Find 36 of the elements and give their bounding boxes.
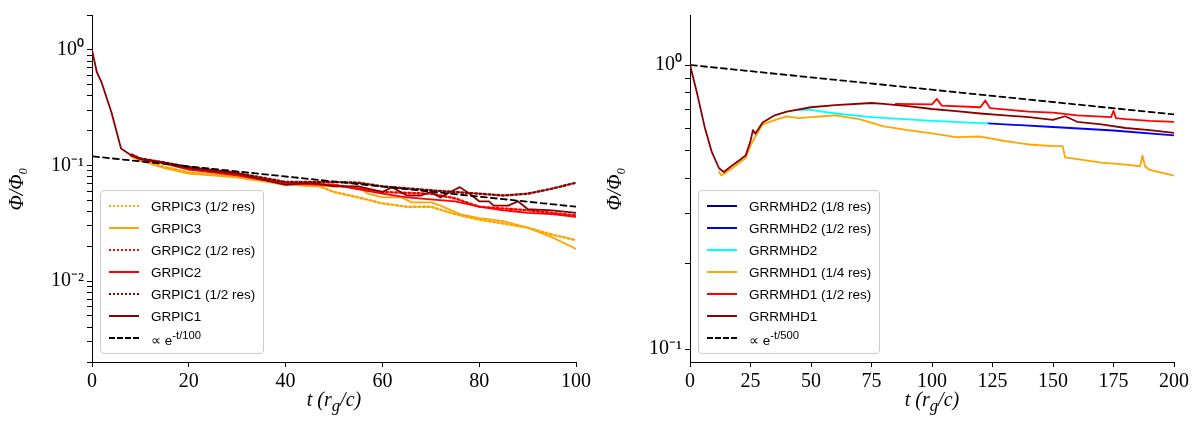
legend-label: GRRMHD2 (1/8 res) [749,198,872,214]
x-tick-label: 200 [1159,369,1189,392]
legend-label: GRPIC1 [151,308,202,324]
x-tick-label: 0 [685,369,695,392]
legend-label: GRRMHD2 (1/2 res) [749,220,872,236]
legend-label: GRPIC3 [151,220,202,236]
x-tick-label: 50 [801,369,821,392]
x-tick-label: 80 [469,369,490,392]
y-axis-title: Φ/Φ₀ [4,167,28,210]
legend-label: ∝ e$^{-t/100}$ [151,328,202,348]
y-tick-label: 10⁻¹ [649,336,682,359]
y-tick-label: 10⁻¹ [51,152,84,175]
x-tick-label: 40 [275,369,296,392]
legend-label: GRPIC3 (1/2 res) [151,198,256,214]
legend-label: GRRMHD1 (1/2 res) [749,286,872,302]
x-tick-label: 150 [1038,369,1068,392]
legend-label: GRPIC2 [151,264,202,280]
legend-label: GRRMHD1 [749,308,818,324]
x-tick-label: 75 [861,369,882,392]
y-tick-label: 10⁰ [57,37,84,60]
y-tick-label: 10⁰ [655,52,682,75]
legend-label: GRPIC1 (1/2 res) [151,286,256,302]
x-tick-label: 20 [178,369,199,392]
y-axis-title: Φ/Φ₀ [602,167,626,210]
x-tick-label: 60 [372,369,393,392]
x-axis-title: t (r$_{g}$/c) [306,388,362,416]
x-tick-label: 100 [561,369,591,392]
legend-label: ∝ e$^{-t/500}$ [749,328,800,348]
x-tick-label: 25 [740,369,761,392]
legend-label: GRRMHD1 (1/4 res) [749,264,872,280]
legend-label: GRPIC2 (1/2 res) [151,242,256,258]
x-tick-label: 0 [87,369,97,392]
legend-label: GRRMHD2 [749,242,818,258]
x-tick-label: 175 [1098,369,1129,392]
x-tick-label: 125 [977,369,1008,392]
y-tick-label: 10⁻² [51,268,84,291]
